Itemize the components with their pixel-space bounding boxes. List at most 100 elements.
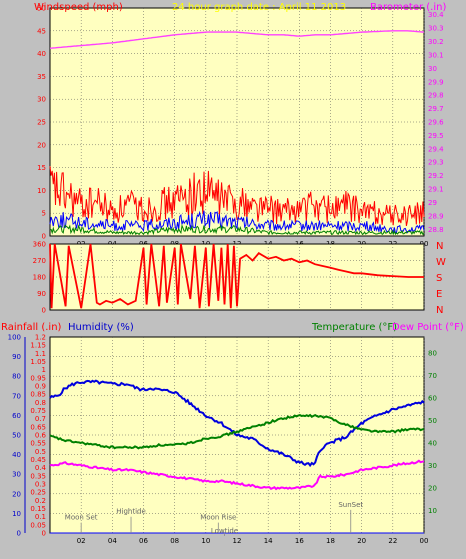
- rainfall-tick-label: 0.55: [30, 440, 46, 448]
- humidity-tick-label: 90: [12, 353, 21, 361]
- rainfall-tick-label: 0.45: [30, 456, 46, 464]
- temperature-tick-label: 20: [428, 484, 437, 492]
- windspeed-tick-label: 0: [42, 233, 46, 241]
- compass-label-s: S: [436, 273, 442, 284]
- annotation-label: SunSet: [338, 501, 363, 509]
- series-humidity: [49, 379, 425, 468]
- windspeed-tick-label: 35: [37, 73, 46, 81]
- wind-series-1: [49, 166, 425, 227]
- humidity-tick-label: 30: [12, 471, 21, 479]
- rainfall-tick-label: 1.1: [35, 350, 46, 358]
- annotation-label: Moon Set: [65, 514, 98, 522]
- barometer-tick-label: 29.4: [428, 145, 444, 153]
- temperature-tick-label: 60: [428, 394, 437, 402]
- barometer-tick-label: 29.3: [428, 159, 444, 167]
- rainfall-tick-label: 1.15: [30, 342, 46, 350]
- x-tick-label: 18: [326, 537, 335, 545]
- windspeed-tick-label: 40: [37, 50, 46, 58]
- rainfall-tick-label: 0.75: [30, 407, 46, 415]
- temp-humidity-series: [49, 379, 425, 534]
- rainfall-tick-label: 0.7: [35, 415, 46, 423]
- rainfall-tick-label: 0.4: [35, 464, 47, 472]
- annotation-label: Moon Rise: [200, 514, 236, 522]
- rainfall-tick-label: 0.65: [30, 423, 46, 431]
- barometer-tick-label: 30.4: [428, 11, 444, 19]
- barometer-tick-label: 29.6: [428, 119, 444, 127]
- rainfall-tick-label: 0.9: [35, 383, 46, 391]
- x-tick-label: 16: [295, 537, 304, 545]
- barometer-tick-label: 28.9: [428, 212, 444, 220]
- windspeed-tick-label: 45: [37, 27, 46, 35]
- humidity-tick-label: 50: [12, 432, 21, 440]
- compass-label-e: E: [436, 289, 442, 300]
- humidity-tick-label: 0: [17, 530, 21, 538]
- rainfall-tick-label: 0.1: [35, 513, 46, 521]
- barometer-tick-label: 30: [428, 65, 437, 73]
- wind-series-2: [49, 210, 425, 234]
- direction-tick-label: 180: [33, 274, 46, 282]
- compass-label-n-bottom: N: [436, 305, 443, 316]
- x-tick-label: 08: [170, 537, 179, 545]
- windspeed-tick-label: 50: [37, 5, 46, 13]
- rainfall-tick-label: 1.05: [30, 358, 46, 366]
- direction-tick-label: 270: [33, 257, 46, 265]
- barometer-tick-label: 29.1: [428, 186, 444, 194]
- rainfall-tick-label: 0.8: [35, 399, 46, 407]
- barometer-tick-label: 30.3: [428, 25, 444, 33]
- x-tick-label: 12: [233, 537, 242, 545]
- barometer-tick-label: 29.9: [428, 78, 444, 86]
- windspeed-tick-label: 15: [37, 164, 46, 172]
- direction-tick-label: 360: [33, 241, 46, 249]
- barometer-tick-label: 29.8: [428, 92, 444, 100]
- compass-label-n-top: N: [436, 241, 443, 252]
- humidity-tick-label: 10: [12, 510, 21, 518]
- rainfall-axis-label: Rainfall (.in): [1, 322, 62, 333]
- x-tick-label: 04: [108, 537, 117, 545]
- rainfall-tick-label: 0.95: [30, 374, 46, 382]
- rainfall-tick-label: 0.05: [30, 521, 46, 529]
- rainfall-tick-label: 1.2: [35, 334, 46, 342]
- x-tick-label: 22: [388, 537, 397, 545]
- annotation-label: Hightide: [116, 508, 146, 516]
- temperature-tick-label: 10: [428, 507, 437, 515]
- annotation-label: Lowtide: [211, 527, 238, 535]
- graph-date-title: 24 hour graph date : April 11 2013: [172, 2, 346, 13]
- x-tick-label: 06: [139, 537, 148, 545]
- rainfall-tick-label: 0.15: [30, 505, 46, 513]
- rainfall-tick-label: 0.3: [35, 481, 46, 489]
- temperature-tick-label: 80: [428, 349, 437, 357]
- rainfall-tick-label: 0.6: [35, 432, 47, 440]
- humidity-tick-label: 20: [12, 490, 21, 498]
- series-temperature: [49, 413, 425, 450]
- direction-tick-label: 90: [37, 290, 46, 298]
- windspeed-tick-label: 5: [42, 210, 46, 218]
- wind-direction-line: [49, 243, 424, 309]
- barometer-line: [49, 30, 425, 49]
- rainfall-tick-label: 0.2: [35, 497, 46, 505]
- windspeed-tick-label: 30: [37, 96, 46, 104]
- humidity-tick-label: 80: [12, 373, 21, 381]
- barometer-axis-label: Barometer (.in): [370, 2, 446, 13]
- humidity-axis-label: Humidity (%): [68, 322, 134, 333]
- windspeed-tick-label: 10: [37, 187, 46, 195]
- temperature-tick-label: 70: [428, 372, 437, 380]
- windspeed-tick-label: 25: [37, 119, 46, 127]
- humidity-tick-label: 40: [12, 451, 21, 459]
- barometer-tick-label: 30.2: [428, 38, 444, 46]
- x-tick-label: 20: [357, 537, 366, 545]
- humidity-tick-label: 100: [8, 334, 21, 342]
- rainfall-tick-label: 0.85: [30, 391, 46, 399]
- x-tick-label: 02: [77, 537, 86, 545]
- temperature-tick-label: 40: [428, 439, 437, 447]
- rainfall-tick-label: 0.25: [30, 489, 46, 497]
- wind-baro-series: [49, 30, 425, 236]
- barometer-tick-label: 30.1: [428, 51, 444, 59]
- barometer-tick-label: 28.8: [428, 226, 444, 234]
- rainfall-tick-label: 0: [42, 530, 46, 538]
- x-tick-label: 14: [264, 537, 273, 545]
- rainfall-tick-label: 1: [42, 366, 46, 374]
- barometer-tick-label: 29.7: [428, 105, 444, 113]
- temperature-tick-label: 50: [428, 417, 437, 425]
